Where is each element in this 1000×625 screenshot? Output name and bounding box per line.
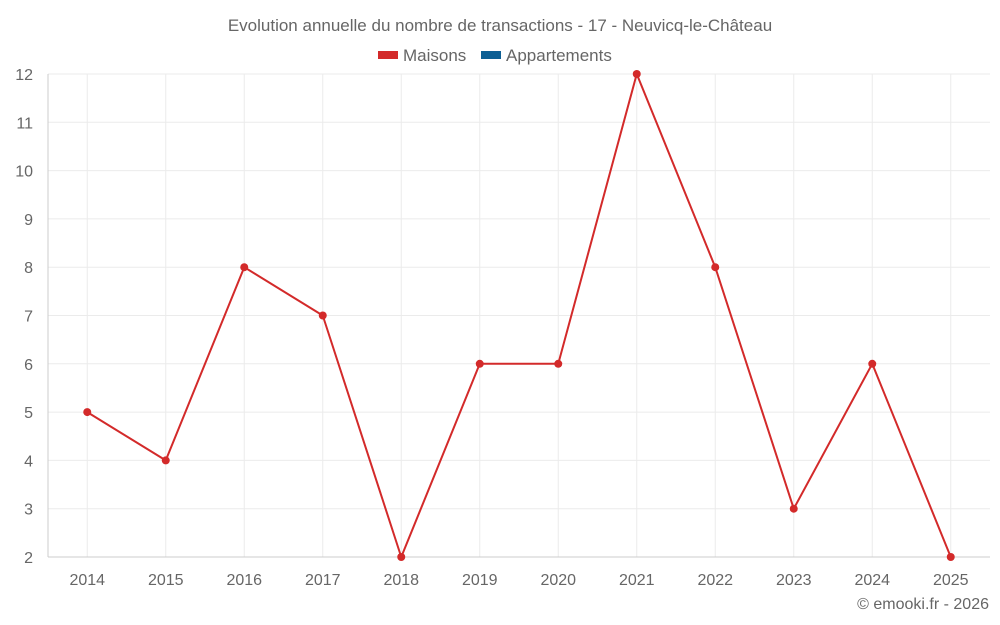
- data-point-maisons[interactable]: [240, 263, 249, 272]
- y-tick-label: 2: [24, 550, 33, 567]
- data-point-maisons[interactable]: [318, 311, 327, 320]
- axes: [47, 74, 990, 558]
- legend-label-maisons[interactable]: Maisons: [403, 46, 466, 65]
- x-tick-label: 2014: [69, 572, 105, 589]
- series-maisons: [83, 70, 955, 561]
- y-axis-ticks: 2 3 4 5 6 7 8 9 10 11 12: [15, 67, 33, 567]
- x-tick-label: 2025: [933, 572, 969, 589]
- credit-text: © emooki.fr - 2026: [857, 596, 989, 613]
- y-tick-label: 10: [15, 164, 33, 181]
- x-tick-label: 2023: [776, 572, 812, 589]
- y-tick-label: 12: [15, 67, 33, 84]
- x-tick-label: 2024: [854, 572, 890, 589]
- x-tick-label: 2016: [226, 572, 262, 589]
- x-tick-label: 2017: [305, 572, 341, 589]
- x-tick-label: 2019: [462, 572, 498, 589]
- data-point-maisons[interactable]: [83, 408, 92, 417]
- chart-title: Evolution annuelle du nombre de transact…: [228, 16, 772, 35]
- chart-legend: Maisons Appartements: [378, 46, 612, 65]
- data-point-maisons[interactable]: [946, 553, 955, 561]
- y-tick-label: 7: [24, 309, 33, 326]
- legend-label-appartements[interactable]: Appartements: [506, 46, 612, 65]
- grid-lines: [48, 73, 990, 557]
- x-tick-label: 2018: [383, 572, 419, 589]
- data-point-maisons[interactable]: [161, 456, 170, 465]
- x-tick-label: 2021: [619, 572, 655, 589]
- x-tick-label: 2022: [697, 572, 733, 589]
- y-tick-label: 6: [24, 357, 33, 374]
- y-tick-label: 5: [24, 405, 33, 422]
- data-point-maisons[interactable]: [632, 70, 641, 78]
- data-point-maisons[interactable]: [554, 359, 563, 368]
- y-tick-label: 4: [24, 453, 33, 470]
- data-point-maisons[interactable]: [868, 359, 877, 368]
- legend-swatch-appartements: [481, 51, 501, 59]
- data-point-maisons[interactable]: [711, 263, 720, 272]
- y-tick-label: 3: [24, 502, 33, 519]
- data-point-maisons[interactable]: [789, 504, 798, 513]
- x-tick-label: 2020: [540, 572, 576, 589]
- legend-swatch-maisons: [378, 51, 398, 59]
- data-point-maisons[interactable]: [475, 359, 484, 368]
- x-axis-ticks: 2014 2015 2016 2017 2018 2019 2020 2021 2022 2023…: [69, 572, 968, 589]
- y-tick-label: 11: [16, 115, 33, 132]
- y-tick-label: 8: [24, 260, 33, 277]
- series-line-maisons: [86, 73, 952, 558]
- x-tick-label: 2015: [148, 572, 184, 589]
- data-point-maisons[interactable]: [397, 553, 406, 561]
- y-tick-label: 9: [24, 212, 33, 229]
